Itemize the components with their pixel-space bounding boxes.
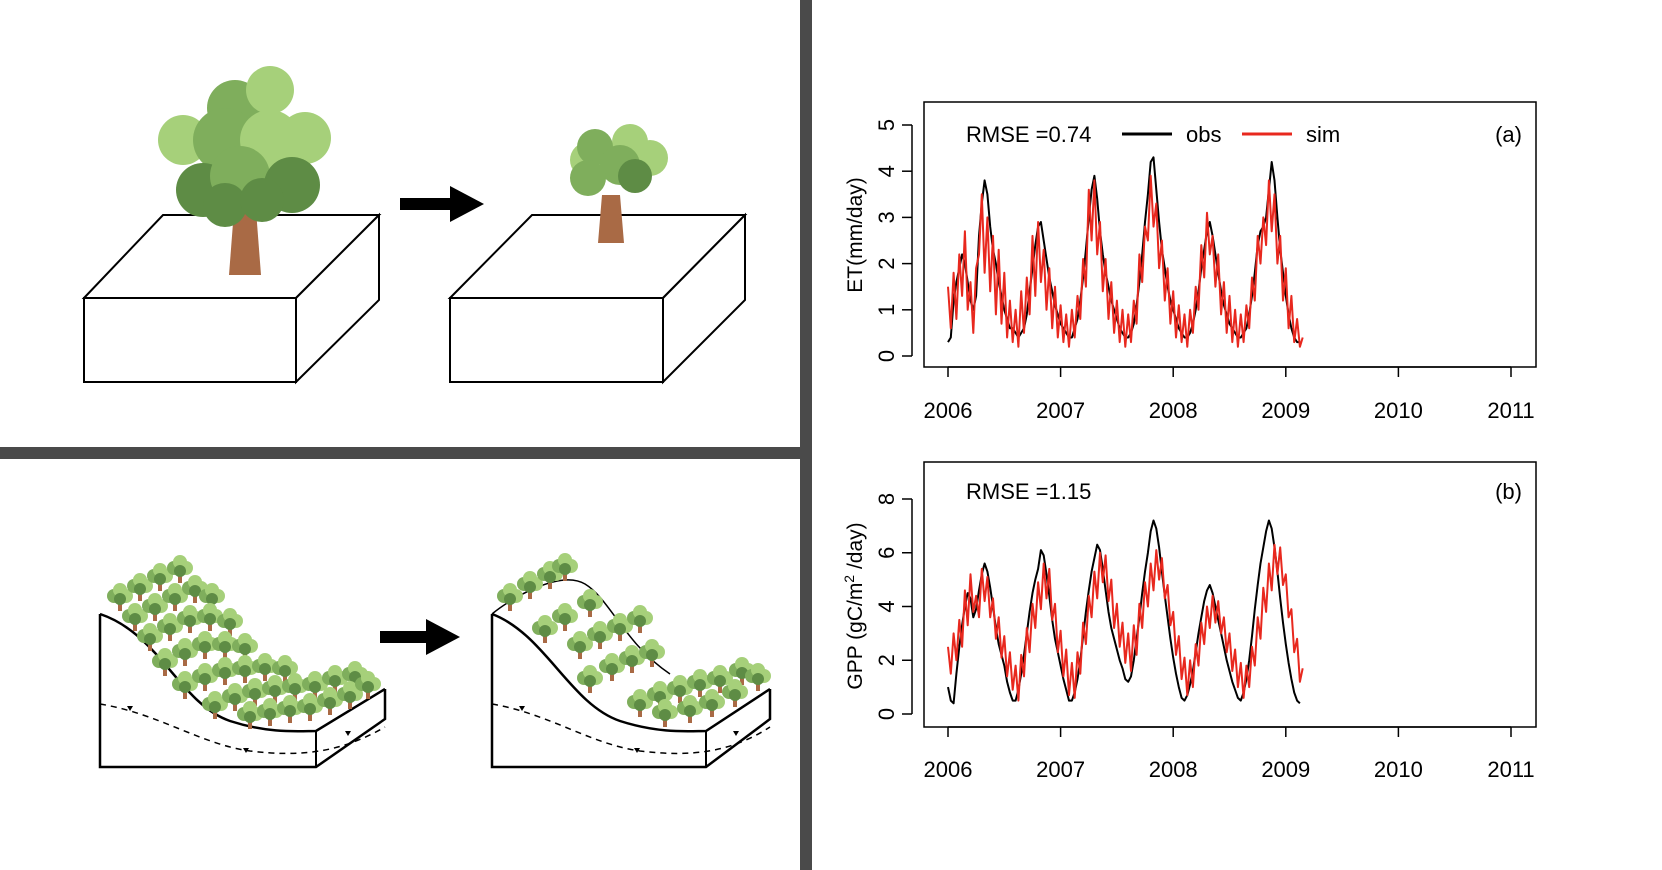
gpp-series-group [947,519,1304,705]
vertical-divider [800,0,812,870]
et-y-tick-label: 0 [874,350,899,362]
et-x-tick-label: 2009 [1261,398,1310,423]
legend-obs-label: obs [1186,122,1221,147]
gpp-y-tick-label: 6 [874,547,899,559]
horizontal-divider [0,447,800,459]
et-y-axis-label: ET(mm/day) [844,177,867,293]
et-rmse-annotation: RMSE =0.74 [966,122,1091,147]
tree-shrink-illustration [81,66,748,385]
et-y-tick-label: 1 [874,304,899,316]
gpp-x-tick-label: 2008 [1149,757,1198,782]
gpp-y-tick-label: 2 [874,654,899,666]
gpp-x-tick-label: 2011 [1487,757,1534,782]
et-y-tick-label: 4 [874,165,899,177]
et-legend: obs sim [1122,122,1340,147]
gpp-y-axis-label: GPP (gC/m2 /day) [841,522,867,689]
arrow-right-icon-2 [380,619,460,655]
hillslope-thinning-illustration [98,553,772,769]
et-panel-label: (a) [1495,122,1522,147]
small-tree-icon [570,124,668,243]
large-tree-icon [158,66,331,275]
soil-block-right [447,212,748,385]
arrow-right-icon [400,186,484,222]
et-x-tick-label: 2007 [1036,398,1085,423]
et-y-tick-label: 5 [874,119,899,131]
gpp-axis-ticks: 2006 2007 2008 2009 2010 2011 0 2 4 6 8 [874,493,1535,782]
gpp-x-tick-label: 2009 [1261,757,1310,782]
et-x-tick-label: 2006 [924,398,973,423]
et-series-sim [947,174,1304,348]
gpp-rmse-annotation: RMSE =1.15 [966,479,1091,504]
soil-block-left [81,212,382,385]
et-axis-ticks: 2006 2007 2008 2009 2010 2011 0 1 2 3 4 5 [874,119,1535,423]
gpp-x-tick-label: 2010 [1374,757,1423,782]
gpp-y-label-sup: 2 [841,575,857,583]
gpp-x-tick-label: 2007 [1036,757,1085,782]
et-y-tick-label: 3 [874,211,899,223]
et-series-group [947,156,1304,348]
gpp-y-tick-label: 0 [874,708,899,720]
gpp-y-label-main: GPP (gC/m [844,583,867,690]
legend-sim-label: sim [1306,122,1340,147]
gpp-series-sim [947,543,1304,702]
gpp-x-tick-label: 2006 [924,757,973,782]
et-x-tick-label: 2011 [1487,398,1534,423]
gpp-y-tick-label: 8 [874,493,899,505]
et-y-tick-label: 2 [874,257,899,269]
et-x-tick-label: 2010 [1374,398,1423,423]
timeseries-charts: 2006 2007 2008 2009 2010 2011 0 1 2 3 4 5 ET(mm/day… [841,101,1537,782]
gpp-panel-label: (b) [1495,479,1522,504]
hillslope-thinned-forest [490,553,772,769]
gpp-y-tick-label: 4 [874,600,899,612]
gpp-series-obs [947,519,1301,705]
et-x-tick-label: 2008 [1149,398,1198,423]
gpp-y-label-tail: /day) [844,522,867,575]
hillslope-dense-forest [98,555,387,769]
et-chart: 2006 2007 2008 2009 2010 2011 0 1 2 3 4 5 ET(mm/day… [844,101,1537,423]
